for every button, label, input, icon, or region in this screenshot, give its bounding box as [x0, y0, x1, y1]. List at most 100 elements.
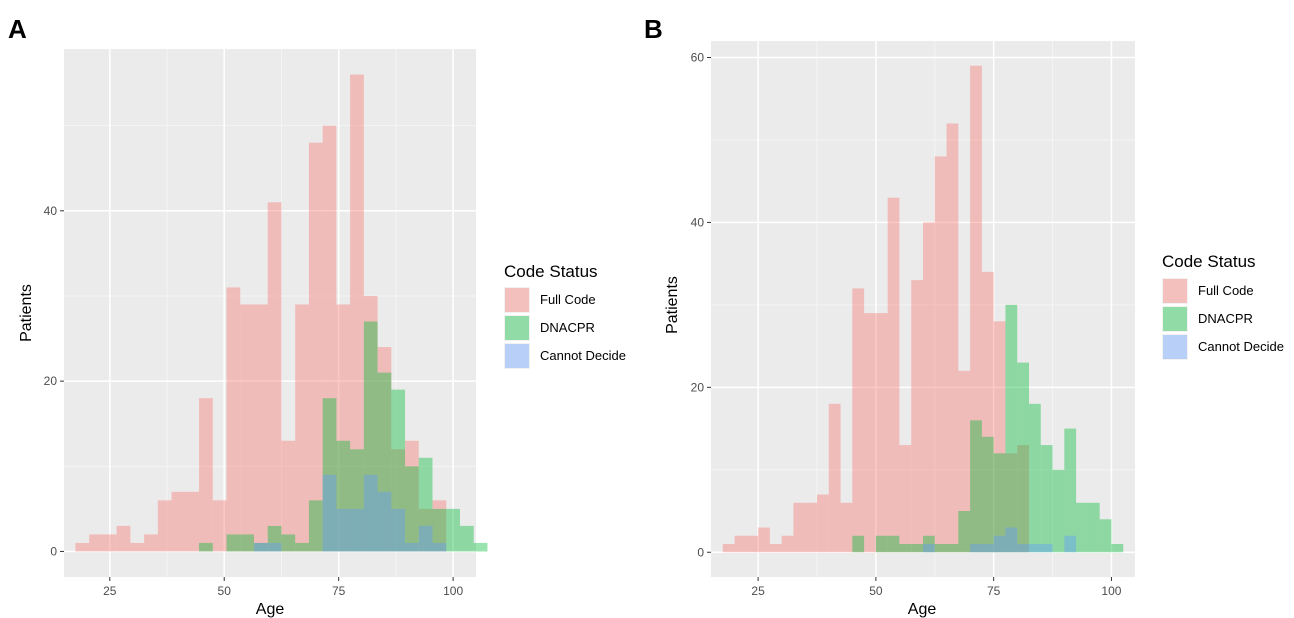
bar-dnacpr: [970, 420, 982, 553]
bar-cannot-decide: [1029, 544, 1041, 553]
bar-cannot-decide: [981, 544, 994, 553]
y-tick-label: 40: [44, 204, 58, 218]
panel-b-x-axis-title: Age: [908, 601, 937, 618]
panel-a-x-ticks: 25 50 75 100: [103, 577, 463, 598]
bar-full-code: [363, 295, 378, 552]
bar-full-code: [899, 445, 912, 553]
bar-dnacpr: [1017, 362, 1029, 553]
bar-cannot-decide: [405, 542, 419, 552]
bar-full-code: [746, 535, 759, 553]
panel-b-x-ticks: 25 50 75 100: [751, 577, 1122, 598]
bar-full-code: [199, 398, 213, 552]
legend-key-background: [504, 315, 530, 341]
bar-dnacpr: [1052, 469, 1065, 553]
panel-b-plot-background: [711, 41, 1135, 577]
legend-swatch-cannot-decide: [1163, 335, 1187, 359]
panel-b-y-axis-title: Patients: [664, 276, 681, 334]
bar-cannot-decide: [391, 508, 406, 552]
bar-full-code: [817, 494, 829, 553]
panel-a-y-axis-title: Patients: [18, 284, 35, 342]
bar-dnacpr: [418, 457, 433, 552]
x-tick-label: 100: [443, 584, 463, 598]
x-tick-label: 50: [869, 584, 883, 598]
legend-key-background: [1162, 306, 1188, 332]
bar-cannot-decide: [970, 544, 982, 553]
bar-dnacpr: [199, 542, 213, 552]
panel-b-minor-grid: [711, 41, 1135, 577]
bar-full-code: [805, 502, 817, 553]
bar-dnacpr: [993, 453, 1006, 553]
legend-label: Full Code: [540, 292, 596, 307]
y-tick-label: 40: [691, 215, 705, 229]
x-tick-label: 75: [987, 584, 1001, 598]
panel-b-legend-title: Code Status: [1162, 252, 1256, 271]
bar-cannot-decide: [336, 508, 351, 552]
bar-full-code: [130, 542, 145, 552]
bar-full-code: [253, 304, 268, 552]
bar-dnacpr: [363, 321, 378, 552]
bar-full-code: [102, 534, 117, 552]
y-tick-label: 0: [697, 545, 704, 559]
bar-dnacpr: [1087, 502, 1100, 553]
bar-full-code: [1017, 445, 1029, 553]
bar-dnacpr: [934, 544, 947, 553]
panel-a-plot-background: [64, 49, 476, 577]
bar-dnacpr: [350, 449, 364, 552]
bar-cannot-decide: [1064, 535, 1077, 553]
panel-b-legend: Code Status Full Code DNACPR Cannot Decide: [1162, 252, 1284, 360]
bar-full-code: [828, 403, 841, 553]
panel-a-label: A: [8, 14, 27, 44]
bar-full-code: [322, 125, 337, 552]
legend-key-background: [1162, 278, 1188, 304]
bar-full-code: [981, 271, 994, 553]
bar-full-code: [934, 156, 947, 553]
bar-dnacpr: [1005, 304, 1018, 553]
bar-full-code: [734, 535, 747, 553]
bar-full-code: [864, 313, 876, 553]
bar-full-code: [793, 502, 806, 553]
bar-cannot-decide: [322, 474, 337, 552]
x-tick-label: 25: [751, 584, 765, 598]
panel-a-major-grid: [64, 49, 476, 577]
bar-dnacpr: [459, 525, 474, 552]
panel-a: A 25 50 75 100 0 20 40 Age Patients Code Stat…: [8, 14, 626, 618]
x-tick-label: 100: [1101, 584, 1121, 598]
bar-dnacpr: [322, 398, 337, 552]
bar-full-code: [391, 449, 406, 552]
bar-dnacpr: [281, 534, 296, 552]
bar-dnacpr: [295, 542, 309, 552]
bar-full-code: [887, 197, 900, 553]
panel-a-y-ticks: 0 20 40: [44, 204, 64, 558]
bar-full-code: [226, 287, 241, 552]
bar-cannot-decide: [1017, 544, 1029, 553]
legend-label: Full Code: [1198, 283, 1254, 298]
bar-dnacpr: [253, 542, 268, 552]
panel-a-x-axis-title: Age: [256, 601, 285, 618]
bar-dnacpr: [1099, 519, 1112, 553]
bar-cannot-decide: [377, 491, 392, 552]
legend-key-background: [1162, 334, 1188, 360]
panel-a-minor-grid: [64, 49, 476, 577]
legend-swatch-dnacpr: [1163, 307, 1187, 331]
bar-dnacpr: [377, 372, 392, 552]
bar-dnacpr: [981, 436, 994, 553]
panel-a-legend-title: Code Status: [504, 262, 598, 281]
bar-dnacpr: [446, 508, 460, 552]
bar-dnacpr: [1064, 428, 1077, 553]
bar-full-code: [432, 500, 447, 552]
panel-b: B 25 50 75 100 0 20 40 60 Age Patients Code St…: [644, 14, 1284, 618]
bar-full-code: [350, 74, 364, 552]
bar-full-code: [958, 370, 971, 553]
panel-a-legend: Code Status Full Code DNACPR Cannot Decide: [504, 262, 626, 369]
legend-key-background: [504, 343, 530, 369]
bar-full-code: [946, 123, 959, 553]
bar-dnacpr: [923, 535, 935, 553]
bar-dnacpr: [267, 525, 282, 552]
bar-full-code: [852, 288, 865, 553]
bar-dnacpr: [852, 535, 865, 553]
bar-dnacpr: [958, 511, 971, 553]
bar-dnacpr: [875, 535, 888, 553]
bar-dnacpr: [899, 544, 912, 553]
bar-full-code: [758, 527, 770, 553]
